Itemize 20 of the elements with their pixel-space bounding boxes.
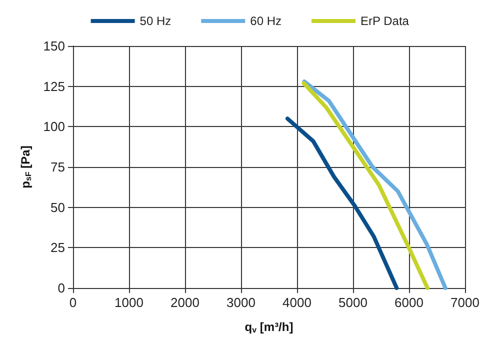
legend-label: 50 Hz: [140, 14, 172, 28]
x-tick-label: 0: [69, 295, 77, 310]
y-tick-label: 75: [50, 160, 65, 174]
y-tick-label: 25: [50, 240, 65, 256]
legend-label: ErP Data: [360, 14, 410, 28]
y-tick-label: 50: [50, 200, 65, 215]
x-tick-label: 7000: [450, 295, 480, 310]
x-tick-label: 3000: [226, 295, 256, 310]
line-series: [285, 116, 399, 290]
y-tick-label: 125: [43, 78, 65, 94]
x-tick-label: 1000: [114, 295, 144, 310]
x-tick-label: 6000: [394, 295, 424, 310]
y-tick-label: 0: [58, 280, 65, 296]
y-tick-label: 100: [43, 119, 65, 134]
y-tick-label: 150: [43, 38, 65, 54]
x-tick-label: 4000: [282, 295, 312, 310]
x-tick-label: 2000: [170, 295, 200, 310]
legend-label: 60 Hz: [250, 14, 282, 28]
y-axis-title: psF [Pa]: [18, 146, 33, 188]
x-tick-label: 5000: [338, 295, 368, 310]
